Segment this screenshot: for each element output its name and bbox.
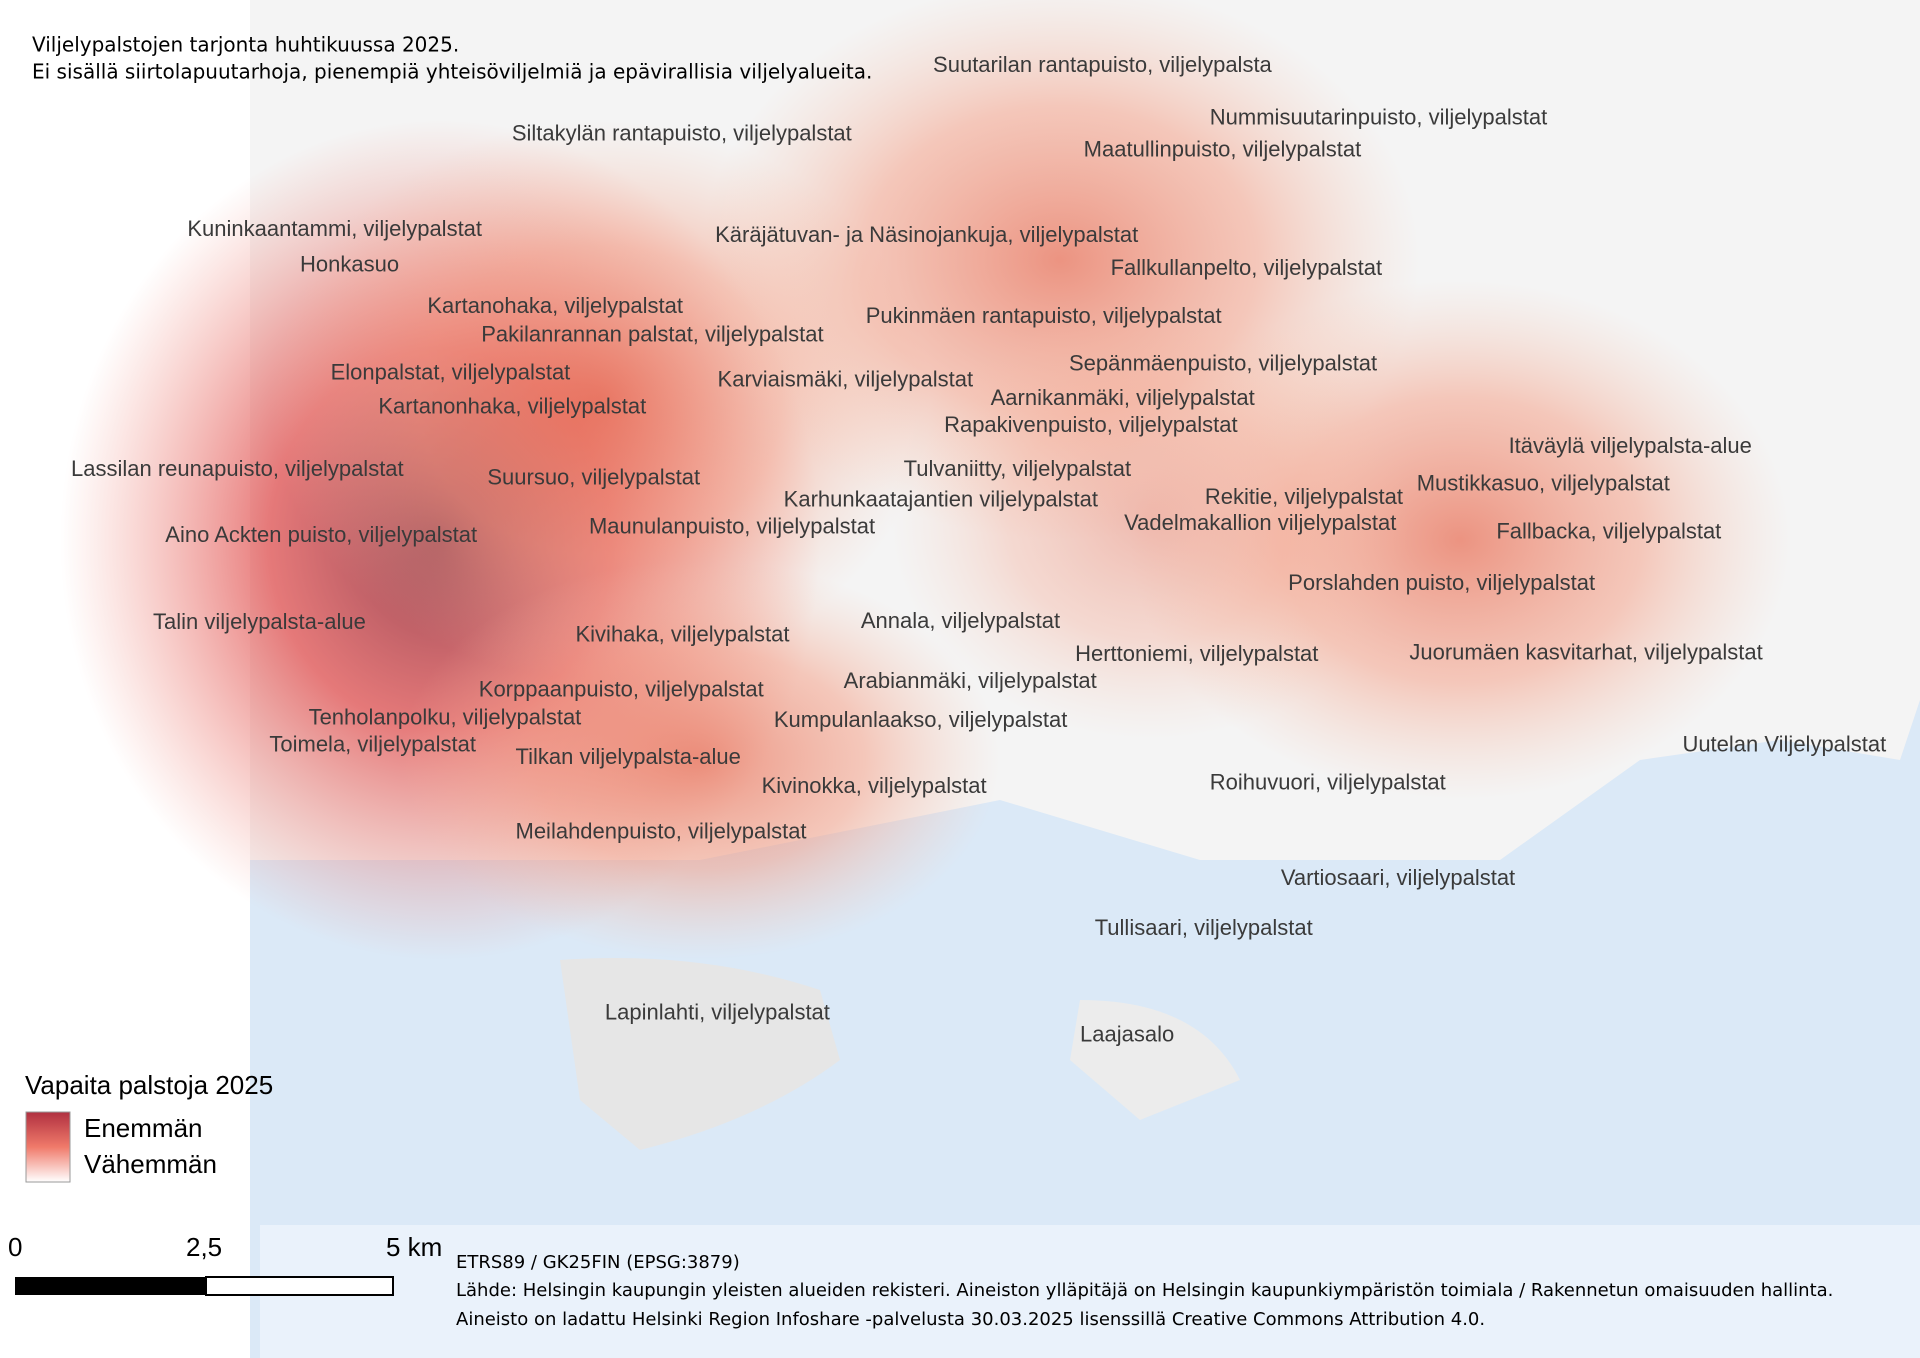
place-label: Maunulanpuisto, viljelypalstat [589, 514, 875, 539]
place-label: Kumpulanlaakso, viljelypalstat [774, 707, 1068, 732]
scale-label: 5 km [386, 1232, 442, 1262]
place-label: Karhunkaatajantien viljelypalstat [784, 487, 1098, 512]
legend-swatch [25, 1111, 71, 1183]
scale-label: 0 [8, 1232, 22, 1262]
legend-label: Vähemmän [84, 1149, 217, 1179]
legend: Vapaita palstoja 2025 Enemmän Vähemmän [25, 1070, 273, 1183]
credits: ETRS89 / GK25FIN (EPSG:3879) Lähde: Hels… [456, 1252, 1833, 1330]
place-label: Vadelmakallion viljelypalstat [1124, 510, 1396, 535]
place-label: Uutelan Viljelypalstat [1682, 732, 1886, 757]
place-label: Maatullinpuisto, viljelypalstat [1084, 136, 1362, 161]
place-label: Arabianmäki, viljelypalstat [844, 668, 1097, 693]
place-label: Rekitie, viljelypalstat [1205, 484, 1403, 509]
place-label: Fallbacka, viljelypalstat [1496, 518, 1721, 543]
credit-line: ETRS89 / GK25FIN (EPSG:3879) [456, 1252, 740, 1273]
place-label: Annala, viljelypalstat [861, 608, 1060, 633]
place-label: Tenholanpolku, viljelypalstat [309, 705, 582, 730]
place-label: Toimela, viljelypalstat [269, 732, 476, 757]
place-label: Tilkan viljelypalsta-alue [516, 744, 741, 769]
scale-segment [205, 1276, 394, 1296]
place-label: Siltakylän rantapuisto, viljelypalstat [512, 121, 852, 146]
place-label: Tulvaniitty, viljelypalstat [904, 456, 1131, 481]
place-label: Honkasuo [300, 252, 399, 277]
place-label: Lassilan reunapuisto, viljelypalstat [71, 456, 404, 481]
place-label: Aino Ackten puisto, viljelypalstat [165, 522, 477, 547]
scale-bar: 0 2,5 5 km [8, 1232, 442, 1296]
place-label: Käräjätuvan- ja Näsinojankuja, viljelypa… [715, 222, 1138, 247]
place-label: Suutarilan rantapuisto, viljelypalsta [933, 52, 1273, 77]
scale-label: 2,5 [186, 1232, 222, 1262]
place-label: Kivihaka, viljelypalstat [576, 621, 790, 646]
place-label: Kivinokka, viljelypalstat [762, 773, 987, 798]
place-label: Herttoniemi, viljelypalstat [1075, 641, 1318, 666]
place-label: Porslahden puisto, viljelypalstat [1288, 570, 1595, 595]
place-label: Laajasalo [1080, 1022, 1174, 1047]
title: Viljelypalstojen tarjonta huhtikuussa 20… [32, 33, 459, 57]
place-label: Aarnikanmäki, viljelypalstat [991, 385, 1255, 410]
credit-line: Lähde: Helsingin kaupungin yleisten alue… [456, 1280, 1833, 1301]
place-label: Mustikkasuo, viljelypalstat [1417, 471, 1670, 496]
place-label: Nummisuutarinpuisto, viljelypalstat [1210, 105, 1547, 130]
place-label: Elonpalstat, viljelypalstat [331, 359, 571, 384]
place-labels: Suutarilan rantapuisto, viljelypalsta Num… [71, 52, 1886, 1047]
place-label: Juorumäen kasvitarhat, viljelypalstat [1409, 640, 1762, 665]
credit-line: Aineisto on ladattu Helsinki Region Info… [456, 1309, 1485, 1330]
subtitle: Ei sisällä siirtolapuutarhoja, pienempiä… [32, 60, 872, 84]
place-label: Fallkullanpelto, viljelypalstat [1111, 255, 1382, 280]
place-label: Pakilanrannan palstat, viljelypalstat [481, 321, 823, 346]
place-label: Roihuvuori, viljelypalstat [1210, 769, 1446, 794]
place-label: Kuninkaantammi, viljelypalstat [187, 216, 482, 241]
place-label: Vartiosaari, viljelypalstat [1281, 865, 1515, 890]
place-label: Pukinmäen rantapuisto, viljelypalstat [866, 303, 1222, 328]
legend-title: Vapaita palstoja 2025 [25, 1070, 273, 1100]
scale-segment [15, 1277, 206, 1295]
place-label: Tullisaari, viljelypalstat [1095, 915, 1313, 940]
place-label: Itäväylä viljelypalsta-alue [1509, 433, 1752, 458]
place-label: Kartanonhaka, viljelypalstat [378, 394, 646, 419]
legend-label: Enemmän [84, 1113, 203, 1143]
place-label: Karviaismäki, viljelypalstat [718, 367, 974, 392]
place-label: Suursuo, viljelypalstat [487, 465, 700, 490]
place-label: Lapinlahti, viljelypalstat [605, 1000, 830, 1025]
place-label: Meilahdenpuisto, viljelypalstat [516, 818, 807, 843]
place-label: Korppaanpuisto, viljelypalstat [479, 676, 764, 701]
place-label: Talin viljelypalsta-alue [153, 609, 366, 634]
place-label: Rapakivenpuisto, viljelypalstat [944, 412, 1237, 437]
heatmap [60, 0, 1790, 960]
place-label: Kartanohaka, viljelypalstat [427, 293, 683, 318]
place-label: Sepänmäenpuisto, viljelypalstat [1069, 351, 1377, 376]
